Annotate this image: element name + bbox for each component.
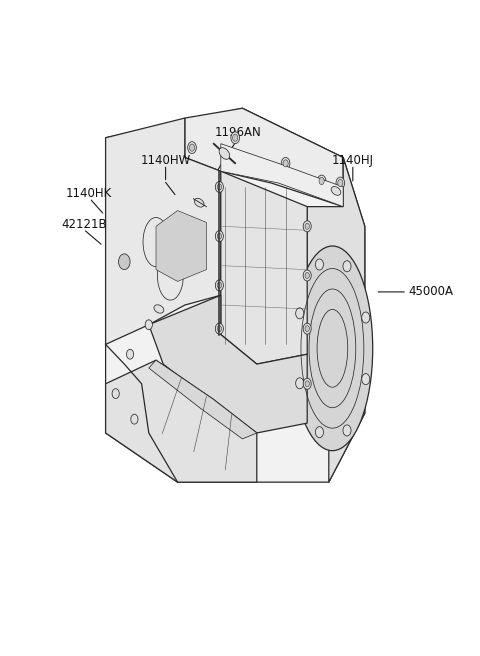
Circle shape xyxy=(303,221,311,232)
Circle shape xyxy=(145,319,152,329)
Circle shape xyxy=(188,142,196,154)
Polygon shape xyxy=(307,157,365,482)
Text: 1140HJ: 1140HJ xyxy=(332,154,374,167)
Ellipse shape xyxy=(292,246,372,451)
Circle shape xyxy=(216,182,223,192)
Circle shape xyxy=(303,323,311,334)
Circle shape xyxy=(317,175,326,187)
Text: 42121B: 42121B xyxy=(61,218,107,231)
Circle shape xyxy=(303,379,311,389)
Circle shape xyxy=(362,374,370,384)
Circle shape xyxy=(216,231,223,241)
Polygon shape xyxy=(221,144,343,207)
Circle shape xyxy=(305,273,310,278)
Circle shape xyxy=(343,260,351,272)
Polygon shape xyxy=(221,171,307,364)
Circle shape xyxy=(336,177,345,189)
Circle shape xyxy=(216,280,223,291)
Polygon shape xyxy=(156,211,206,281)
Circle shape xyxy=(315,259,324,270)
Circle shape xyxy=(303,270,311,281)
Circle shape xyxy=(233,134,238,141)
Polygon shape xyxy=(149,295,307,433)
Circle shape xyxy=(217,282,221,289)
Circle shape xyxy=(131,415,138,424)
Ellipse shape xyxy=(154,305,164,313)
Circle shape xyxy=(305,223,310,229)
Circle shape xyxy=(281,157,290,169)
Circle shape xyxy=(305,325,310,332)
Circle shape xyxy=(338,180,343,186)
Polygon shape xyxy=(106,360,257,482)
Circle shape xyxy=(343,425,351,436)
Ellipse shape xyxy=(331,186,341,195)
Circle shape xyxy=(126,349,133,359)
Text: 1140HW: 1140HW xyxy=(141,154,191,167)
Circle shape xyxy=(217,233,221,239)
Text: 1196AN: 1196AN xyxy=(214,126,261,139)
Ellipse shape xyxy=(219,148,230,159)
Circle shape xyxy=(362,312,370,323)
Ellipse shape xyxy=(194,198,204,207)
Circle shape xyxy=(283,160,288,167)
Circle shape xyxy=(296,378,304,389)
Circle shape xyxy=(315,426,324,438)
Text: 1140HK: 1140HK xyxy=(66,187,112,200)
Circle shape xyxy=(112,388,119,398)
Polygon shape xyxy=(106,118,221,344)
Circle shape xyxy=(119,254,130,270)
Circle shape xyxy=(319,178,324,184)
Circle shape xyxy=(217,184,221,190)
Circle shape xyxy=(296,308,304,319)
Circle shape xyxy=(305,380,310,386)
Circle shape xyxy=(216,323,223,334)
Polygon shape xyxy=(185,108,343,207)
Polygon shape xyxy=(149,360,257,439)
Polygon shape xyxy=(106,108,365,482)
Circle shape xyxy=(231,132,240,144)
Text: 45000A: 45000A xyxy=(408,285,453,298)
Circle shape xyxy=(190,144,194,151)
Circle shape xyxy=(217,325,221,332)
